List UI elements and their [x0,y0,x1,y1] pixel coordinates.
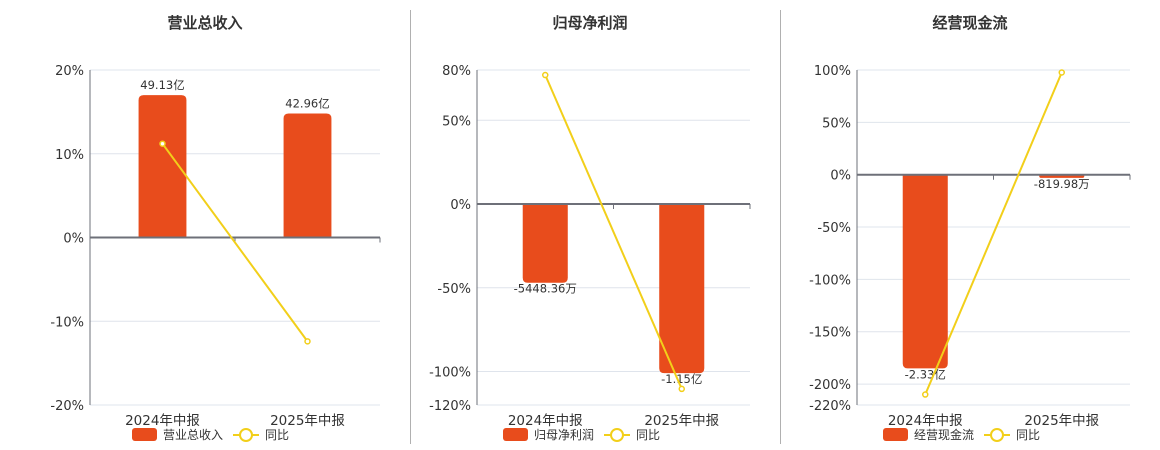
y-tick-label: 0% [450,198,471,213]
y-tick-label: 100% [814,64,851,79]
yoy-point[interactable] [542,71,549,79]
bar[interactable] [902,174,948,369]
y-tick-label: -20% [50,399,84,414]
yoy-line [924,72,1063,395]
legend-line-label[interactable]: 同比 [1016,428,1041,442]
yoy-point[interactable] [159,140,166,147]
chart-title: 经营现金流 [932,14,1008,32]
bar[interactable] [522,204,568,283]
divider [410,10,411,444]
chart-plot: 80% 50% 0% -50% -100% -120% -5448.36万 -1.15亿 202… [429,64,751,429]
chart-title: 营业总收入 [167,14,243,32]
bar-value-label: -5448.36万 [514,282,577,296]
divider [780,10,781,444]
x-category-label: 2025年中报 [1024,413,1099,429]
x-category-label: 2025年中报 [644,413,719,429]
y-tick-label: -100% [429,366,471,381]
chart-title: 归母净利润 [552,14,628,32]
y-tick-label: 80% [442,64,471,79]
y-tick-label: 50% [442,114,471,129]
y-tick-label: -120% [429,399,471,414]
chart-legend: 经营现金流 同比 [883,426,1040,443]
bar[interactable] [659,204,705,374]
bar-value-label: -2.33亿 [905,367,946,381]
bar-value-label: 49.13亿 [140,78,184,92]
bar[interactable] [138,95,187,238]
y-tick-label: -50% [817,221,851,236]
legend-line-label[interactable]: 同比 [265,428,290,442]
y-tick-label: -50% [437,282,471,297]
y-tick-label: -220% [809,399,851,414]
y-tick-label: -200% [809,378,851,393]
legend-bar-swatch-icon[interactable] [883,428,908,441]
x-category-label: 2025年中报 [270,413,345,429]
legend-line-label[interactable]: 同比 [636,428,661,442]
y-tick-label: -150% [809,326,851,341]
chart-legend: 营业总收入 同比 [132,426,289,443]
yoy-point[interactable] [678,385,685,393]
chart-panel-revenue: 营业总收入 20% 10% 0% -10% -20% 49.13亿 42.96亿 2024年中… [0,0,410,450]
bar[interactable] [283,113,332,238]
y-tick-label: 0% [63,232,84,247]
yoy-point[interactable] [304,338,311,345]
chart-panel-net-profit: 归母净利润 80% 50% 0% -50% -100% -120% -5448.36万 -1.… [410,0,780,450]
legend-line-icon[interactable] [984,428,1011,442]
legend-bar-label[interactable]: 营业总收入 [163,428,224,442]
legend-bar-swatch-icon[interactable] [132,428,157,441]
yoy-point[interactable] [922,391,929,398]
chart-panel-operating-cashflow: 经营现金流 100% 50% 0% -50% -100% -150% -200% -220% -… [780,0,1160,450]
chart-legend: 归母净利润 同比 [503,426,660,443]
y-tick-label: 0% [830,169,851,184]
legend-line-icon[interactable] [604,428,631,442]
y-tick-label: 10% [55,148,84,163]
yoy-line [544,74,683,390]
legend-line-icon[interactable] [233,428,260,442]
y-tick-label: 20% [55,64,84,79]
chart-plot: 100% 50% 0% -50% -100% -150% -200% -220% -2.33亿 -… [809,64,1131,429]
x-category-label: 2024年中报 [125,413,200,429]
chart-plot: 20% 10% 0% -10% -20% 49.13亿 42.96亿 2024年中报 2025年… [50,64,381,429]
x-category-label: 2024年中报 [888,413,963,429]
x-category-label: 2024年中报 [508,413,583,429]
bar-value-label: -819.98万 [1034,177,1090,191]
y-tick-label: -100% [809,273,851,288]
yoy-line [161,143,309,342]
legend-bar-label[interactable]: 经营现金流 [914,428,975,442]
bar-value-label: 42.96亿 [285,97,329,111]
y-tick-label: 50% [822,116,851,131]
legend-bar-label[interactable]: 归母净利润 [534,428,595,442]
bar-value-label: -1.15亿 [661,372,702,386]
y-tick-label: -10% [50,315,84,330]
yoy-point[interactable] [1058,69,1065,76]
legend-bar-swatch-icon[interactable] [503,428,528,441]
